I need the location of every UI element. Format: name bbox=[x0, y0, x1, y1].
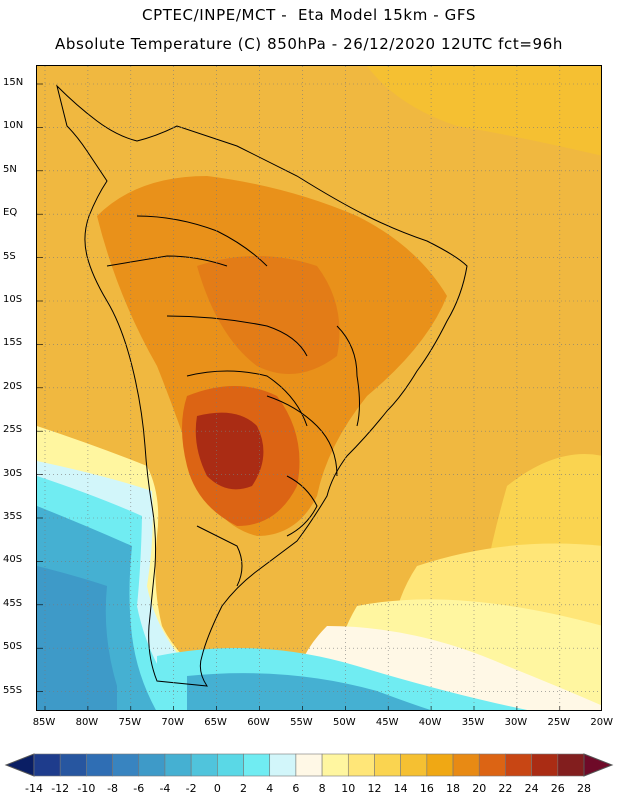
lon-label: 65W bbox=[204, 717, 227, 728]
lat-label: 55S bbox=[3, 684, 23, 696]
coastlines bbox=[56, 84, 468, 687]
colorbar-label: -2 bbox=[185, 782, 197, 795]
lon-label: 40W bbox=[418, 717, 442, 728]
colorbar-segment bbox=[190, 753, 218, 777]
lon-label: 60W bbox=[247, 717, 270, 728]
colorbar-segment bbox=[426, 753, 454, 777]
colorbar-segment bbox=[478, 753, 506, 777]
colorbar-label: 24 bbox=[524, 782, 539, 795]
colorbar-segment bbox=[347, 753, 375, 777]
field-hottest bbox=[195, 412, 264, 490]
lat-label: 45S bbox=[3, 597, 23, 609]
colorbar-segment bbox=[321, 753, 349, 777]
colorbar-segment bbox=[138, 753, 166, 777]
colorbar-segment bbox=[269, 753, 297, 777]
colorbar-label: 22 bbox=[498, 782, 513, 795]
colorbar-label: 28 bbox=[577, 782, 591, 795]
map-title-line-2: Absolute Temperature (C) 850hPa - 26/12/… bbox=[55, 35, 563, 53]
colorbar-segment bbox=[557, 753, 585, 777]
colorbar-label: 2 bbox=[240, 782, 248, 795]
colorbar-label: -6 bbox=[133, 782, 145, 795]
lon-label: 25W bbox=[547, 717, 571, 728]
colorbar-segment bbox=[243, 753, 271, 777]
lat-label: EQ bbox=[3, 207, 18, 219]
color-scale-bar bbox=[4, 753, 614, 777]
colorbar-label: -8 bbox=[107, 782, 119, 795]
colorbar-label: -14 bbox=[25, 782, 43, 795]
temperature-field bbox=[37, 66, 601, 710]
colorbar-label: 4 bbox=[266, 782, 274, 795]
lon-label: 50W bbox=[332, 717, 356, 728]
lon-label: 30W bbox=[504, 717, 528, 728]
lon-label: 80W bbox=[75, 717, 99, 728]
colorbar-label: 10 bbox=[341, 782, 356, 795]
lon-label: 35W bbox=[461, 717, 485, 728]
lat-label: 30S bbox=[3, 467, 23, 479]
colorbar-segment bbox=[505, 753, 532, 777]
colorbar-segment bbox=[217, 753, 244, 777]
lat-label: 35S bbox=[3, 511, 23, 522]
colorbar-label: 16 bbox=[419, 782, 434, 795]
colorbar-label: 20 bbox=[472, 782, 487, 795]
lon-label: 70W bbox=[161, 717, 184, 728]
lat-label: 25S bbox=[3, 424, 23, 436]
colorbar-label: 6 bbox=[292, 782, 300, 795]
colorbar-label: -10 bbox=[77, 782, 96, 795]
lat-label: 15S bbox=[3, 337, 23, 349]
field-south-blue bbox=[187, 673, 431, 710]
colorbar-low-arrow bbox=[4, 753, 35, 777]
field-north-east bbox=[367, 66, 601, 156]
lon-label: 85W bbox=[32, 717, 56, 728]
lat-label: 15N bbox=[3, 77, 24, 88]
lat-label: 40S bbox=[3, 554, 23, 566]
colorbar-segment bbox=[112, 753, 140, 777]
colorbar-label: 18 bbox=[446, 782, 461, 795]
field-pac-deep bbox=[37, 566, 117, 710]
lat-label: 5S bbox=[3, 250, 16, 262]
colorbar-segment bbox=[86, 753, 113, 777]
colorbar-segment bbox=[400, 753, 428, 777]
colorbar-segment bbox=[164, 753, 192, 777]
colorbar-label: -4 bbox=[159, 782, 171, 795]
lon-label: 45W bbox=[375, 717, 399, 728]
lat-label: 10N bbox=[3, 120, 24, 132]
lon-label: 75W bbox=[118, 717, 142, 728]
map-title-line-1: CPTEC/INPE/MCT - Eta Model 15km - GFS bbox=[142, 6, 476, 24]
colorbar-segment bbox=[59, 753, 87, 777]
colorbar-label: 14 bbox=[393, 782, 408, 795]
colorbar-segment bbox=[33, 753, 61, 777]
lat-label: 20S bbox=[3, 380, 23, 392]
colorbar-segment bbox=[295, 753, 323, 777]
colorbar-label: 8 bbox=[318, 782, 326, 795]
graticule-lines bbox=[37, 66, 601, 710]
temperature-map[interactable] bbox=[36, 65, 602, 711]
lat-label: 5N bbox=[3, 163, 17, 175]
colorbar-label: 12 bbox=[367, 782, 382, 795]
colorbar-high-arrow bbox=[583, 753, 614, 777]
colorbar-segment bbox=[374, 753, 401, 777]
field-warm-orange bbox=[97, 176, 447, 536]
colorbar-label: -12 bbox=[51, 782, 70, 795]
colorbar-segment bbox=[452, 753, 480, 777]
colorbar-segment bbox=[531, 753, 559, 777]
lon-label: 20W bbox=[590, 717, 613, 728]
lon-label: 55W bbox=[290, 717, 313, 728]
field-amazon-red bbox=[197, 256, 340, 374]
colorbar-label: 0 bbox=[213, 782, 221, 795]
colorbar-label: 26 bbox=[550, 782, 565, 795]
lat-label: 50S bbox=[3, 641, 23, 653]
lat-label: 10S bbox=[3, 294, 23, 305]
